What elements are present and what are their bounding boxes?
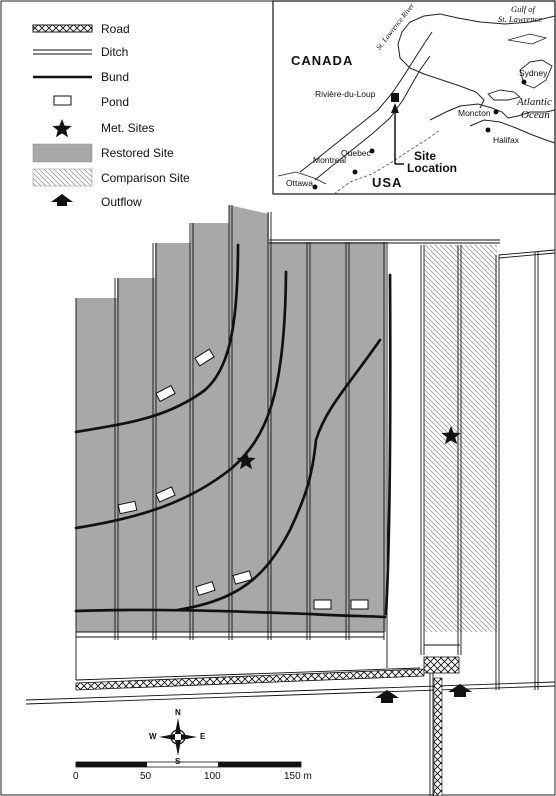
inset-label-canada: CANADA [291,53,354,68]
inset-city-ottawa: Ottawa [286,178,313,188]
outflow-arrow-restored [375,690,399,703]
legend-label-met-sites: Met. Sites [101,121,155,135]
road-junction [423,656,460,674]
legend-restored-site-swatch [32,143,93,163]
legend-label-ditch: Ditch [101,45,129,59]
comparison-site-area [424,245,497,632]
compass-west-label: W [149,732,157,741]
inset-site-location-1: Site [414,149,437,163]
legend-label-outflow: Outflow [101,195,142,209]
legend-label-road: Road [101,22,130,36]
legend-ditch-symbol [33,49,92,55]
inset-label-gulf-2: St. Lawrence [498,14,543,24]
legend-label-bund: Bund [101,70,130,84]
legend-met-site-star [52,119,72,138]
compass-south-label: S [175,757,181,766]
outflow-arrow-comparison [448,684,472,697]
legend-label-comparison-site: Comparison Site [101,171,190,185]
inset-city-montreal: Montreal [313,155,347,165]
scale-bar [75,761,302,768]
legend-road-symbol [32,24,93,33]
inset-site-location-2: Location [407,161,457,175]
legend-outflow-arrow [51,194,73,206]
inset-label-usa: USA [372,175,403,190]
ditch-network [25,205,556,796]
road [75,668,425,691]
north-arrow-compass [159,718,197,756]
legend-label-restored-site: Restored Site [101,146,174,160]
legend-comparison-site-swatch [32,168,93,187]
restored-site-area [76,205,386,632]
outlet-channel-hatch [433,677,443,796]
inset-city-halifax: Halifax [493,135,519,145]
met-site-comparison [441,426,461,445]
legend-label-pond: Pond [101,95,130,109]
scale-tick-100: 100 [204,771,221,782]
compass-east-label: E [200,732,206,741]
inset-label-gulf-1: Gulf of [511,4,535,14]
inset-label-ocean-1: Atlantic [517,96,552,108]
scale-tick-50: 50 [140,771,152,782]
inset-label-ocean-2: Ocean [521,109,550,121]
scale-tick-0: 0 [73,771,79,782]
bunds [74,243,392,619]
inset-city-sydney: Sydney [519,68,548,78]
inset-site-marker [391,93,399,102]
inset-city-moncton: Moncton [458,108,491,118]
location-inset-map [272,0,556,195]
scale-tick-150: 150 m [284,771,312,782]
met-site-restored [236,451,256,470]
inset-city-riviere-du-loup: Rivière-du-Loup [315,89,376,99]
compass-north-label: N [175,708,181,717]
ponds [117,348,369,610]
inset-city-quebec: Quebec [341,148,371,158]
legend-pond-symbol [53,95,72,106]
